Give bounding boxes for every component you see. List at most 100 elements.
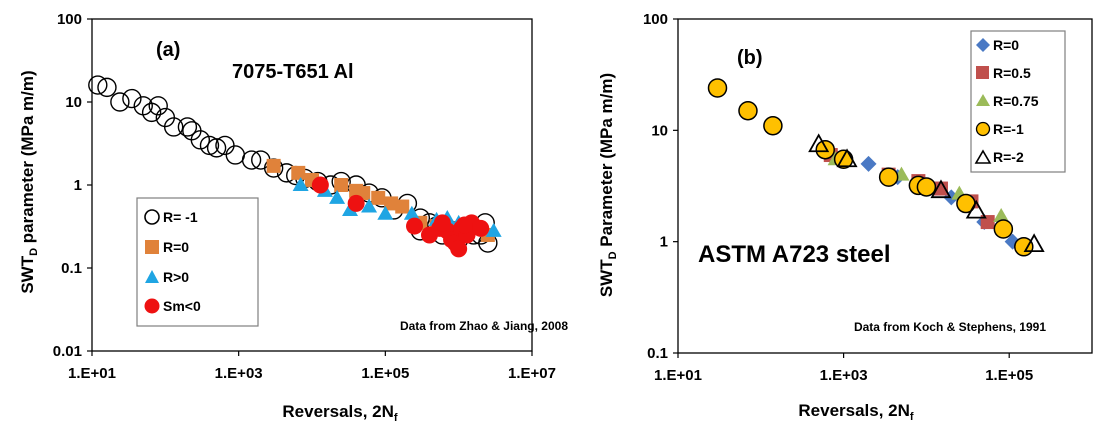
y-tick-label: 10 <box>65 94 82 111</box>
legend-label-b-r0: R=0 <box>993 37 1019 53</box>
data-point <box>930 179 952 199</box>
y-tick-label: 0.01 <box>53 343 82 360</box>
x-tick-label: 1.E+03 <box>215 365 263 382</box>
data-point <box>292 177 309 191</box>
data-point <box>225 145 246 165</box>
legend-marker-open-triangle <box>974 149 992 164</box>
data-point <box>377 205 394 220</box>
y-tick-label: 100 <box>57 11 82 28</box>
data-point <box>141 102 162 123</box>
data-point <box>965 199 987 219</box>
data-point <box>763 115 783 136</box>
data-point <box>266 158 281 173</box>
x-tick-label: 1.E+03 <box>820 367 868 384</box>
y-tick-label: 1 <box>74 177 82 194</box>
data-point <box>485 222 502 237</box>
data-point <box>808 133 830 153</box>
plot-area-b: 1.E+01 1.E+03 1.E+05 0.1 1 10 100 <box>643 11 1093 384</box>
panel-b: 1.E+01 1.E+03 1.E+05 0.1 1 10 100 (b) ASTM A72… <box>597 11 1093 423</box>
x-tick-label: 1.E+01 <box>68 365 116 382</box>
y-tick-label: 0.1 <box>647 345 668 362</box>
legend-marker-orange-square <box>145 240 159 254</box>
data-point <box>433 214 451 232</box>
y-axis-title-b: SWTD Parameter (MPa m/m) <box>597 73 619 297</box>
legend-marker-green-triangle <box>976 94 990 106</box>
data-point <box>406 217 424 235</box>
data-point <box>384 196 399 211</box>
data-point <box>241 150 262 170</box>
data-point <box>860 155 877 172</box>
data-point <box>836 148 858 168</box>
legend-marker-blue-triangle <box>145 270 159 283</box>
data-point <box>472 219 490 237</box>
y-tick-label: 1 <box>660 234 668 251</box>
data-marks-a <box>88 75 502 258</box>
legend-label-r-minus1: R= -1 <box>163 209 198 225</box>
legend-b: R=0 R=0.5 R=0.75 R=-1 R=-2 <box>970 30 1066 173</box>
legend-label-sm-lt0: Sm<0 <box>163 298 201 314</box>
data-point <box>329 189 346 204</box>
data-point <box>980 215 995 230</box>
data-point <box>403 205 420 220</box>
data-point <box>177 117 198 137</box>
y-tick-label: 10 <box>651 122 668 139</box>
legend-marker-yellow-circle <box>975 121 991 137</box>
y-axis-title-a: SWTD parameter (MPa m/m) <box>18 70 40 293</box>
plot-area-a: 1.E+01 1.E+03 1.E+05 1.E+07 0.01 0.1 1 10 100 <box>53 11 556 382</box>
legend-label-rgt0: R>0 <box>163 269 189 285</box>
data-point <box>993 219 1014 239</box>
data-point <box>371 190 386 205</box>
legend-label-b-rminus2: R=-2 <box>993 149 1024 165</box>
data-point <box>88 75 108 95</box>
data-point <box>993 208 1010 223</box>
legend-label-b-rminus1: R=-1 <box>993 121 1024 137</box>
x-tick-label: 1.E+05 <box>985 367 1033 384</box>
x-axis-title-b: Reversals, 2Nf <box>798 401 914 423</box>
data-point <box>933 181 948 196</box>
data-marks-b <box>707 78 1045 257</box>
plot-frame-b <box>677 18 1093 354</box>
data-point <box>311 176 329 194</box>
data-point <box>97 77 117 98</box>
data-point <box>738 100 758 121</box>
data-point <box>455 216 473 234</box>
legend-marker-brown-square <box>976 66 989 79</box>
panel-label-a: (a) <box>156 39 180 61</box>
data-point <box>450 240 468 258</box>
data-point <box>190 130 211 150</box>
data-point <box>395 199 410 214</box>
data-point <box>206 138 227 158</box>
legend-marker-open-circle <box>144 209 160 225</box>
data-point <box>163 117 184 137</box>
data-point <box>916 177 937 197</box>
legend-label-r0: R=0 <box>163 239 189 255</box>
x-tick-label: 1.E+05 <box>361 365 409 382</box>
legend-a: R= -1 R=0 R>0 Sm<0 <box>136 197 259 327</box>
data-point <box>334 178 349 192</box>
x-tick-label: 1.E+01 <box>654 367 702 384</box>
data-point <box>110 92 130 112</box>
y-tick-label: 100 <box>643 11 668 28</box>
source-annotation-b: Data from Koch & Stephens, 1991 <box>854 320 1046 334</box>
data-point <box>291 165 306 180</box>
panel-label-b: (b) <box>737 47 763 69</box>
legend-label-b-r075: R=0.75 <box>993 93 1039 109</box>
data-point <box>361 198 378 213</box>
chart-title-a: 7075-T651 Al <box>232 61 354 83</box>
panel-a: 1.E+01 1.E+03 1.E+05 1.E+07 0.01 0.1 1 10 100 (a… <box>18 11 568 424</box>
y-tick-label: 0.1 <box>61 260 82 277</box>
data-point <box>347 194 365 212</box>
data-point <box>815 139 835 160</box>
x-axis-title-a: Reversals, 2Nf <box>282 402 398 424</box>
legend-label-b-r05: R=0.5 <box>993 65 1031 81</box>
data-point <box>1014 237 1034 257</box>
x-tick-label: 1.E+07 <box>508 365 556 382</box>
chart-title-b: ASTM A723 steel <box>698 241 891 268</box>
legend-marker-blue-diamond <box>976 38 990 52</box>
legend-marker-red-circle <box>144 298 160 314</box>
data-point <box>707 78 728 98</box>
data-point <box>878 167 899 187</box>
data-point <box>148 96 168 116</box>
data-point <box>122 88 142 109</box>
